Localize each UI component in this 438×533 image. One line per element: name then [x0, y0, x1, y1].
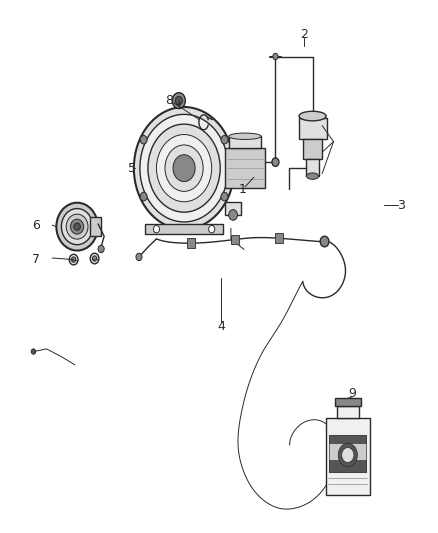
Ellipse shape — [66, 214, 88, 239]
Circle shape — [320, 236, 329, 247]
Circle shape — [273, 53, 278, 60]
Bar — [229, 136, 261, 148]
Circle shape — [148, 124, 220, 212]
Bar — [187, 238, 195, 248]
Circle shape — [229, 209, 237, 220]
Bar — [335, 398, 361, 406]
Bar — [275, 233, 283, 243]
Circle shape — [71, 257, 76, 262]
Bar — [90, 217, 101, 236]
Circle shape — [31, 349, 35, 354]
Circle shape — [140, 135, 147, 144]
Circle shape — [134, 107, 234, 229]
Ellipse shape — [307, 173, 319, 179]
Text: 1: 1 — [238, 183, 246, 196]
Bar — [145, 224, 223, 234]
Bar — [326, 418, 370, 495]
Ellipse shape — [71, 219, 84, 234]
Circle shape — [156, 134, 212, 202]
Bar — [299, 118, 327, 139]
Ellipse shape — [57, 203, 98, 251]
Circle shape — [69, 254, 78, 265]
Text: 8: 8 — [165, 94, 173, 107]
Circle shape — [140, 115, 228, 222]
Circle shape — [172, 93, 185, 109]
Circle shape — [175, 96, 182, 105]
Circle shape — [221, 135, 228, 144]
Circle shape — [153, 225, 159, 233]
Circle shape — [342, 448, 354, 463]
Circle shape — [92, 256, 97, 261]
Circle shape — [165, 145, 203, 191]
Bar — [225, 201, 241, 215]
Circle shape — [136, 253, 142, 261]
Text: 9: 9 — [348, 386, 356, 400]
Bar — [329, 435, 366, 443]
Circle shape — [272, 158, 279, 166]
Bar — [231, 235, 239, 244]
Bar — [329, 435, 366, 472]
Circle shape — [338, 443, 357, 467]
Ellipse shape — [74, 223, 81, 230]
Text: 2: 2 — [300, 28, 308, 41]
Bar — [329, 459, 366, 472]
Text: 5: 5 — [128, 161, 136, 175]
Bar — [303, 139, 322, 159]
Circle shape — [90, 253, 99, 264]
Circle shape — [140, 192, 147, 201]
Circle shape — [221, 192, 228, 201]
Text: 7: 7 — [32, 253, 40, 266]
Ellipse shape — [229, 133, 261, 140]
Text: 3: 3 — [397, 199, 405, 212]
Bar — [225, 148, 265, 188]
Circle shape — [173, 155, 195, 182]
Text: 6: 6 — [32, 219, 40, 231]
Text: 4: 4 — [217, 320, 225, 333]
Circle shape — [208, 225, 215, 233]
Ellipse shape — [61, 208, 93, 245]
Ellipse shape — [299, 111, 326, 121]
Bar — [337, 406, 359, 418]
Circle shape — [98, 245, 104, 253]
Bar — [307, 159, 319, 176]
